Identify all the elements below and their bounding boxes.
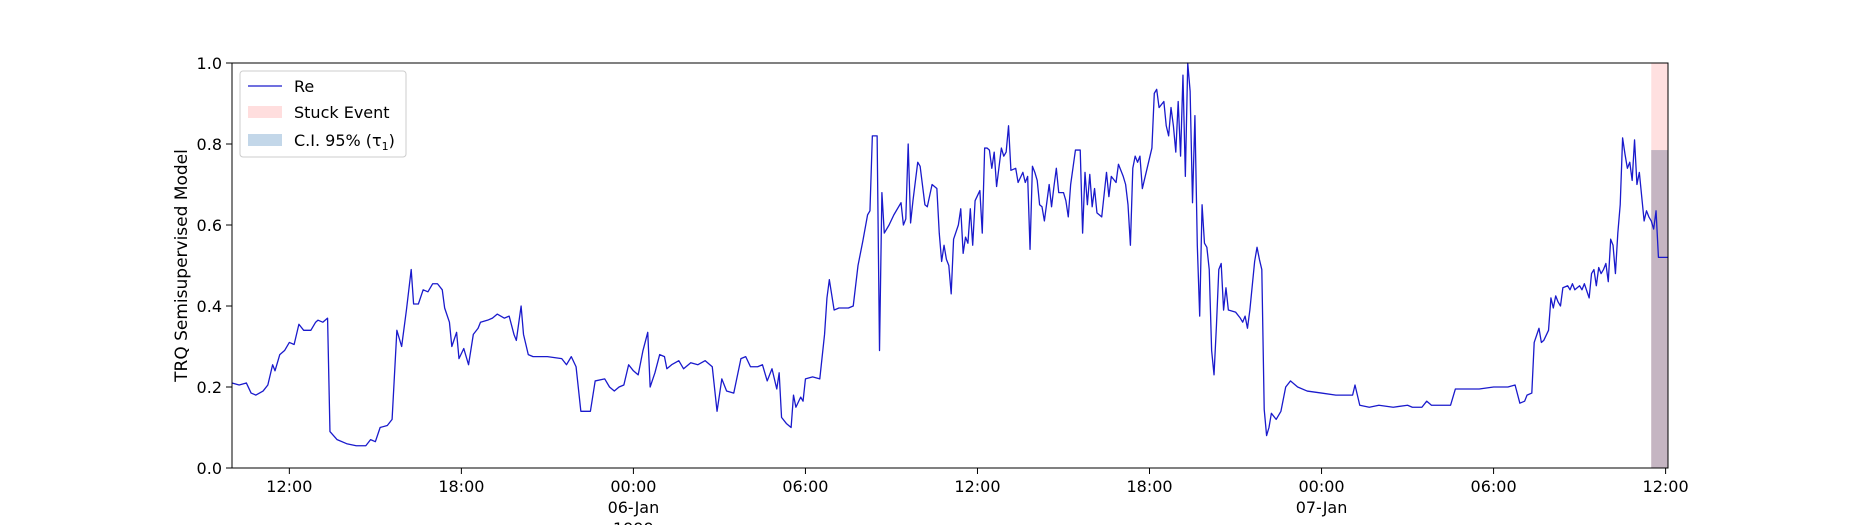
y-tick-label: 1.0 bbox=[197, 54, 222, 73]
x-tick-label: 00:00 bbox=[610, 477, 656, 496]
x-tick-label: 00:00 bbox=[1298, 477, 1344, 496]
line-layer bbox=[231, 62, 1668, 447]
series-line-re bbox=[231, 62, 1668, 447]
y-tick-label: 0.2 bbox=[197, 378, 222, 397]
y-axis: 0.0 0.2 0.4 0.6 0.8 1.0 bbox=[197, 54, 232, 478]
x-tick-label: 06:00 bbox=[1471, 477, 1517, 496]
fill-layer bbox=[1651, 63, 1668, 468]
y-tick-label: 0.4 bbox=[197, 297, 222, 316]
y-axis-label: TRQ Semisupervised Model bbox=[172, 149, 192, 383]
y-tick-label: 0.6 bbox=[197, 216, 222, 235]
x-year-label: 1999 bbox=[613, 519, 654, 525]
y-tick-label: 0.8 bbox=[197, 135, 222, 154]
plot-frame bbox=[231, 62, 1669, 469]
legend-swatch-ci bbox=[248, 134, 282, 146]
x-tick-label: 12:00 bbox=[266, 477, 312, 496]
y-tick-label: 0.0 bbox=[197, 459, 222, 478]
legend-label-stuck: Stuck Event bbox=[294, 103, 390, 122]
legend: Re Stuck Event C.I. 95% (τ1) bbox=[239, 70, 407, 158]
legend-label-re: Re bbox=[294, 77, 314, 96]
x-tick-date-label: 06-Jan bbox=[608, 498, 660, 517]
ci-band-overlap bbox=[1651, 150, 1668, 468]
legend-swatch-stuck bbox=[248, 106, 282, 118]
x-tick-label: 18:00 bbox=[1126, 477, 1172, 496]
x-tick-label: 12:00 bbox=[954, 477, 1000, 496]
x-axis: 12:00 18:00 00:00 06-Jan 06:00 12:00 18:00 00:0… bbox=[266, 468, 1689, 529]
x-tick-label: 12:00 bbox=[1643, 477, 1689, 496]
x-tick-label: 18:00 bbox=[438, 477, 484, 496]
x-tick-label: 06:00 bbox=[782, 477, 828, 496]
x-tick-date-label: 07-Jan bbox=[1296, 498, 1348, 517]
legend-label-ci: C.I. 95% (τ1) bbox=[294, 131, 395, 153]
